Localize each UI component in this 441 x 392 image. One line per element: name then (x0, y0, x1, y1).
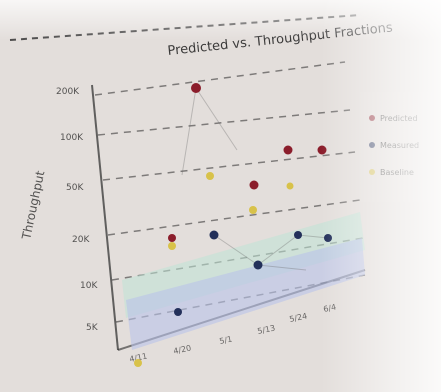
legend-swatch-baseline (369, 169, 375, 175)
legend-label-measured: Measured (380, 141, 419, 150)
point-predicted (168, 234, 176, 242)
point-predicted (283, 145, 293, 155)
legend-label-baseline: Baseline (380, 168, 414, 177)
point-measured (294, 231, 302, 239)
y-tick-labels: 200K 100K 50K 20K 10K 5K (56, 87, 99, 333)
y-tick-0: 200K (56, 87, 80, 97)
blue-band (126, 238, 365, 350)
x-tick-3: 5/13 (257, 323, 276, 336)
series-lines (181, 87, 329, 271)
y-tick-1: 100K (60, 133, 84, 143)
legend: Predicted Measured Baseline (360, 92, 432, 202)
x-tick-1: 4/20 (173, 343, 192, 356)
point-measured (253, 260, 263, 270)
y-tick-4: 10K (80, 281, 98, 291)
legend-label-predicted: Predicted (380, 114, 418, 123)
y-tick-5: 5K (86, 323, 99, 333)
point-measured (324, 234, 332, 242)
x-tick-2: 5/1 (219, 334, 233, 345)
point-predicted (317, 145, 327, 155)
point-measured (174, 308, 182, 316)
x-tick-0: 4/11 (129, 351, 148, 364)
point-measured (209, 230, 219, 240)
point-baseline (286, 182, 294, 190)
x-tick-4: 5/24 (289, 311, 308, 324)
point-baseline (206, 172, 214, 180)
y-tick-2: 50K (66, 183, 84, 193)
legend-swatch-predicted (369, 115, 375, 121)
point-predicted (191, 83, 201, 93)
point-baseline (249, 206, 257, 214)
point-baseline (134, 359, 142, 367)
y-axis (91, 84, 119, 351)
y-tick-3: 20K (72, 235, 90, 245)
point-predicted (249, 180, 259, 190)
point-baseline (168, 242, 176, 250)
legend-swatch-measured (369, 142, 375, 148)
